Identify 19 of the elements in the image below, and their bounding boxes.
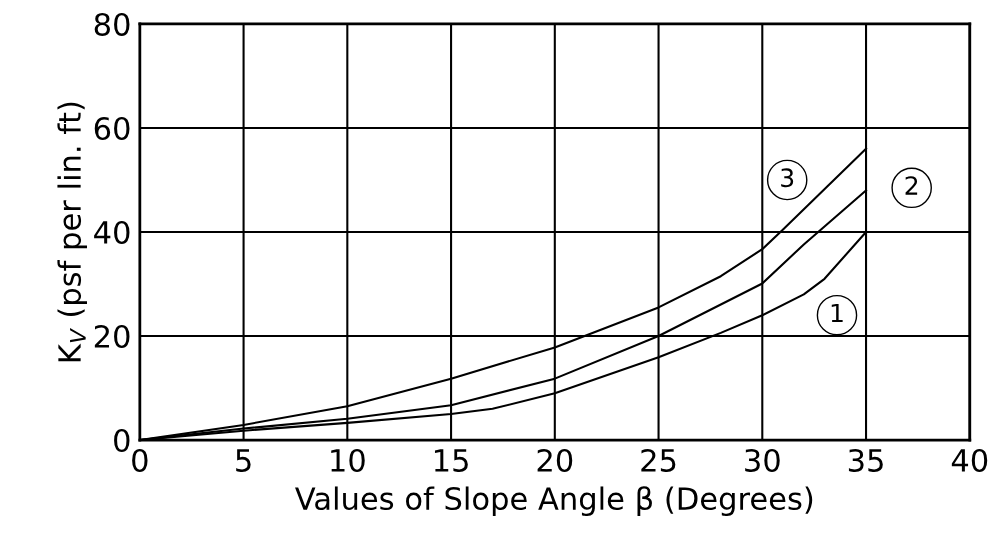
x-tick-label: 5 xyxy=(236,449,251,473)
annotation: 1 xyxy=(831,303,843,323)
x-axis-title: Values of Slope Angle β (Degrees) xyxy=(295,486,813,517)
x-tick-label: 25 xyxy=(641,448,676,473)
annotation: 2 xyxy=(905,176,918,195)
y-tick-label: 60 xyxy=(94,116,130,141)
y-axis-title: K$_{V}$ (psf per lin. ft) xyxy=(57,102,87,362)
y-tick-label: 40 xyxy=(94,220,130,245)
x-tick-label: 35 xyxy=(848,448,883,473)
y-tick-label: 80 xyxy=(94,12,130,36)
y-tick-label: 0 xyxy=(114,428,130,453)
x-tick-label: 0 xyxy=(132,448,148,473)
annotation: 3 xyxy=(781,168,794,188)
x-tick-label: 30 xyxy=(745,448,780,473)
x-tick-label: 10 xyxy=(331,448,365,473)
y-tick-label: 20 xyxy=(94,324,130,349)
x-tick-label: 40 xyxy=(951,448,988,473)
x-tick-label: 15 xyxy=(434,449,468,473)
x-tick-label: 20 xyxy=(537,448,573,473)
